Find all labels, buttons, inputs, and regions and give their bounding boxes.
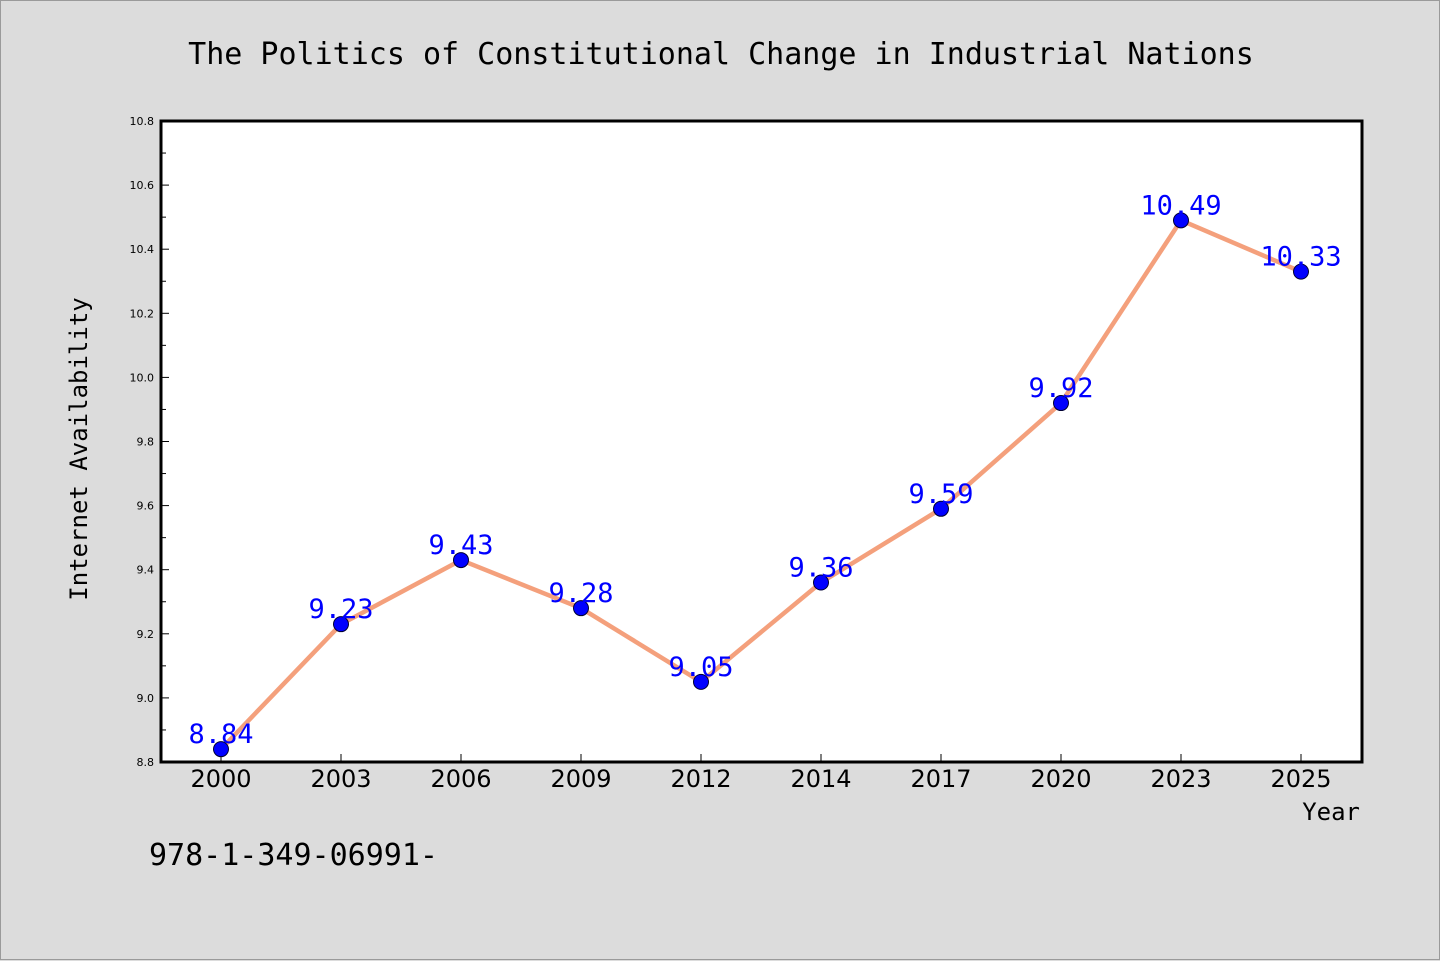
data-label: 9.59 <box>908 479 973 510</box>
data-label: 10.33 <box>1260 242 1341 273</box>
data-point <box>813 574 829 591</box>
data-point <box>213 741 229 758</box>
series-polyline <box>218 218 1304 752</box>
data-label: 9.92 <box>1028 373 1093 404</box>
x-axis-label: Year <box>1302 798 1360 826</box>
data-point <box>1173 212 1189 229</box>
x-tick-label: 2012 <box>670 765 731 793</box>
y-tick-label: 9.4 <box>137 564 155 577</box>
y-tick-label: 10.8 <box>130 115 155 128</box>
data-point <box>1053 395 1069 412</box>
x-tick-label: 2003 <box>310 765 371 793</box>
x-tick-label: 2020 <box>1030 765 1091 793</box>
y-tick-label: 10.0 <box>130 371 155 384</box>
data-label: 8.84 <box>188 719 253 750</box>
data-label: 9.05 <box>668 652 733 683</box>
x-tick-label: 2000 <box>190 765 251 793</box>
x-tick-label: 2006 <box>430 765 491 793</box>
series-line <box>218 218 1304 752</box>
data-label: 9.36 <box>788 553 853 584</box>
x-tick-label: 2017 <box>910 765 971 793</box>
series-markers <box>213 212 1309 758</box>
chart-title: The Politics of Constitutional Change in… <box>188 37 1254 72</box>
y-tick-label: 9.0 <box>137 692 155 705</box>
x-tick-label: 2025 <box>1270 765 1331 793</box>
y-tick-label: 10.4 <box>130 243 155 256</box>
y-tick-label: 10.2 <box>130 307 155 320</box>
data-label: 9.28 <box>548 578 613 609</box>
y-tick-label: 9.6 <box>137 500 155 513</box>
data-point <box>933 500 949 517</box>
data-label: 9.43 <box>428 530 493 561</box>
x-tick-label: 2009 <box>550 765 611 793</box>
y-axis: 8.8 9.0 9.2 9.4 9.6 9.8 10.0 10.2 10.4 10.6 10.8 <box>130 115 169 769</box>
footnote-isbn: 978-1-349-06991- <box>149 838 438 873</box>
data-label: 10.49 <box>1140 190 1221 221</box>
y-tick-label: 9.8 <box>137 436 155 449</box>
data-point <box>573 600 589 617</box>
data-point <box>1293 263 1309 280</box>
y-tick-label: 8.8 <box>137 756 155 769</box>
y-tick-label: 9.2 <box>137 628 155 641</box>
data-labels: 8.84 9.23 9.43 9.28 9.05 9.36 9.59 9.92 10.49 10.… <box>188 190 1341 750</box>
data-point <box>453 552 469 569</box>
data-point <box>333 616 349 633</box>
y-tick-label: 10.6 <box>130 179 155 192</box>
x-axis: 2000 2003 2006 2009 2012 2014 2017 2020 2023 2025 <box>190 754 1332 793</box>
data-point <box>693 673 709 690</box>
data-label: 9.23 <box>308 594 373 625</box>
plot-area <box>159 119 1364 764</box>
x-tick-label: 2023 <box>1150 765 1211 793</box>
y-axis-label: Internet Availability <box>65 297 93 600</box>
x-tick-label: 2014 <box>790 765 851 793</box>
